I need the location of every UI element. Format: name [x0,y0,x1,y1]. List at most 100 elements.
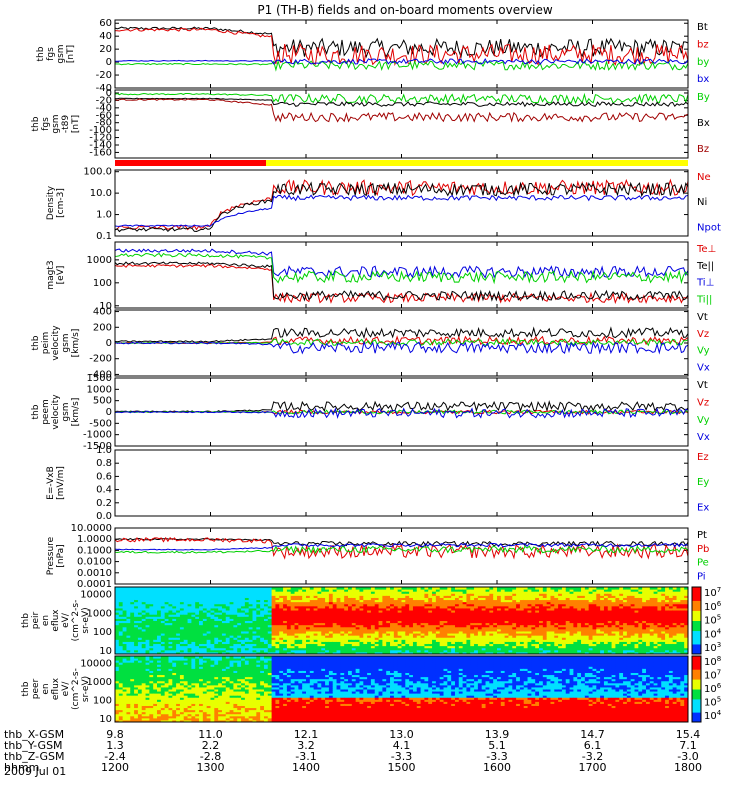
heatmap-cell [550,649,555,653]
heatmap-cell [267,641,273,645]
heatmap-cell [351,591,357,594]
heatmap-cell [302,610,307,613]
heatmap-cell [462,626,467,630]
heatmap-cell [412,639,418,642]
heatmap-cell [134,649,139,653]
heatmap-cell [512,589,517,592]
heatmap-cell [221,622,227,626]
heatmap-cell [535,651,540,655]
heatmap-cell [458,593,464,596]
heatmap-cell [497,610,502,613]
heatmap-cell [141,589,147,592]
heatmap-cell [290,628,296,632]
heatmap-cell [409,595,414,598]
heatmap-cell [298,614,303,617]
heatmap-cell [221,614,227,617]
heatmap-cell [370,616,376,619]
heatmap-cell [241,593,246,596]
heatmap-cell [569,601,574,605]
heatmap-cell [451,589,456,592]
heatmap-cell [630,643,636,647]
heatmap-cell [309,633,315,636]
heatmap-cell [645,614,651,617]
heatmap-cell [519,651,525,655]
heatmap-cell [447,603,452,607]
heatmap-cell [328,616,334,619]
heatmap-cell [378,587,383,590]
heatmap-cell [176,610,181,613]
heatmap-cell [267,620,273,624]
heatmap-cell [531,593,536,596]
heatmap-cell [489,612,494,615]
heatmap-cell [328,591,334,594]
heatmap-cell [474,626,479,630]
heatmap-cell [508,610,513,613]
heatmap-cell [527,589,532,592]
heatmap-cell [306,587,311,590]
heatmap-cell [619,614,624,617]
heatmap-cell [539,599,544,603]
heatmap-cell [302,649,307,653]
heatmap-cell [565,620,571,624]
heatmap-cell [279,641,284,645]
heatmap-cell [630,645,636,649]
heatmap-cell [649,605,655,609]
heatmap-cell [241,639,246,642]
heatmap-cell [630,630,636,634]
heatmap-cell [172,603,177,607]
heatmap-cell [531,630,536,634]
heatmap-cell [596,637,601,640]
heatmap-cell [443,612,448,615]
heatmap-cell [126,595,131,598]
heatmap-cell [351,641,357,645]
heatmap-cell [248,626,254,630]
heatmap-cell [435,645,441,649]
heatmap-cell [481,587,487,590]
heatmap-cell [176,641,181,645]
heatmap-cell [313,651,318,655]
heatmap-cell [248,649,254,653]
heatmap-cell [183,643,189,647]
heatmap-cell [256,610,261,613]
heatmap-cell [489,614,494,617]
heatmap-cell [191,616,196,619]
heatmap-cell [241,595,246,598]
heatmap-cell [546,607,551,611]
heatmap-cell [294,651,299,655]
heatmap-cell [248,624,254,628]
heatmap-cell [435,633,441,636]
heatmap-cell [241,591,246,594]
heatmap-cell [489,605,494,609]
heatmap-cell [573,651,578,655]
heatmap-cell [134,612,139,615]
heatmap-cell [248,643,254,647]
heatmap-cell [332,641,338,645]
heatmap-cell [390,597,395,601]
heatmap-cell [657,630,662,634]
heatmap-cell [573,620,578,624]
heatmap-cell [294,599,299,603]
heatmap-cell [267,601,273,605]
heatmap-cell [397,603,402,607]
heatmap-cell [470,610,475,613]
heatmap-cell [615,645,620,649]
series-line [114,252,689,285]
heatmap-cell [485,618,490,621]
heatmap-cell [370,643,376,647]
heatmap-cell [638,599,643,603]
heatmap-cell [649,641,655,645]
heatmap-cell [661,605,666,609]
heatmap-cell [252,616,257,619]
heatmap-cell [535,628,540,632]
heatmap-cell [539,633,544,636]
heatmap-cell [596,628,601,632]
heatmap-cell [359,641,364,645]
heatmap-cell [588,633,593,636]
heatmap-cell [225,630,231,634]
heatmap-cell [531,589,536,592]
heatmap-cell [611,639,616,642]
heatmap-cell [508,616,513,619]
heatmap-cell [309,649,315,653]
heatmap-cell [340,641,345,645]
heatmap-cell [412,593,418,596]
